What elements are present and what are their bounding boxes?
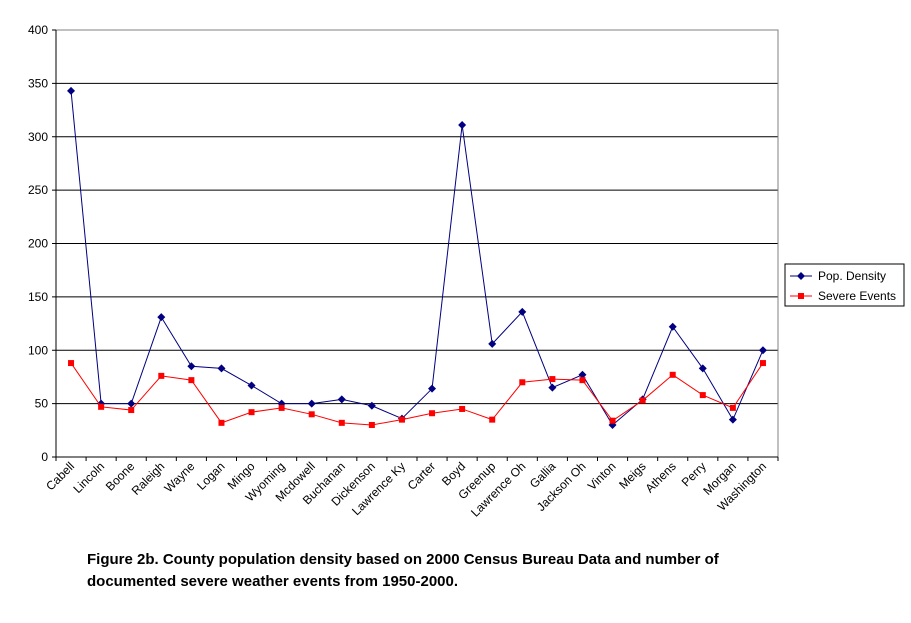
series-line-severe-events [70,362,764,426]
data-point [549,376,556,383]
data-point [68,360,75,367]
x-tick-label: Carter [405,459,438,492]
data-point [248,409,255,416]
data-point [337,395,346,404]
legend-label-severe-events: Severe Events [818,289,896,303]
caption-line-2: documented severe weather events from 19… [87,573,459,590]
legend: Pop. Density Severe Events [784,263,905,307]
data-point [578,370,587,379]
y-tick-label: 250 [28,183,48,197]
y-tick-label: 150 [28,290,48,304]
data-point [307,399,316,408]
data-point [217,364,226,373]
data-point [67,86,76,95]
x-tick-label: Vinton [585,459,619,493]
data-point [428,384,437,393]
data-point [759,360,766,367]
y-tick-label: 50 [35,397,49,411]
data-point [639,397,646,404]
data-point [488,339,497,348]
data-point [429,410,436,417]
y-tick-label: 300 [28,130,48,144]
x-tick-label: Logan [194,459,227,492]
series-pop-density [67,86,767,429]
y-tick-label: 0 [41,450,48,464]
data-point [459,405,466,412]
data-point [728,415,737,424]
data-point [698,364,707,373]
data-point [699,392,706,399]
series-layer [67,86,767,429]
data-point [368,421,375,428]
data-point [758,346,767,355]
data-point [669,371,676,378]
legend-marker-pop-density [797,272,805,280]
data-point [308,411,315,418]
data-point [188,377,195,384]
data-point [218,419,225,426]
data-point [489,416,496,423]
data-point [98,403,105,410]
x-tick-label: Lincoln [70,459,107,496]
data-point [548,383,557,392]
y-tick-label: 400 [28,23,48,37]
data-point [519,379,526,386]
x-tick-label: Athens [643,459,679,495]
x-axis: CabellLincolnBooneRaleighWayneLoganMingo… [43,456,779,520]
legend-box [784,263,905,307]
line-chart: 0 50 100 150 200 250 300 350 400 CabellLincolnBo… [28,23,905,520]
series-severe-events [68,360,766,428]
x-tick-label: Raleigh [129,459,168,498]
series-line-pop-density [70,90,764,426]
data-point [127,399,136,408]
data-point [609,417,616,424]
data-point [338,419,345,426]
data-point [128,407,135,414]
data-point [157,313,166,322]
gridlines [56,29,778,405]
y-tick-label: 200 [28,237,48,251]
data-point [278,404,285,411]
data-point [518,307,527,316]
legend-marker-severe-events [798,293,804,299]
data-point [398,416,405,423]
data-point [187,362,196,371]
data-point [367,401,376,410]
y-tick-label: 100 [28,343,48,357]
x-tick-label: Wayne [162,459,198,495]
y-axis: 0 50 100 150 200 250 300 350 400 [28,23,57,464]
figure-caption: Figure 2b. County population density bas… [87,549,847,593]
data-point [579,377,586,384]
y-tick-label: 350 [28,76,48,90]
data-point [729,404,736,411]
data-point [458,121,467,130]
legend-label-pop-density: Pop. Density [818,269,886,283]
data-point [668,322,677,331]
data-point [158,372,165,379]
data-point [247,381,256,390]
caption-line-1: Figure 2b. County population density bas… [87,551,719,568]
